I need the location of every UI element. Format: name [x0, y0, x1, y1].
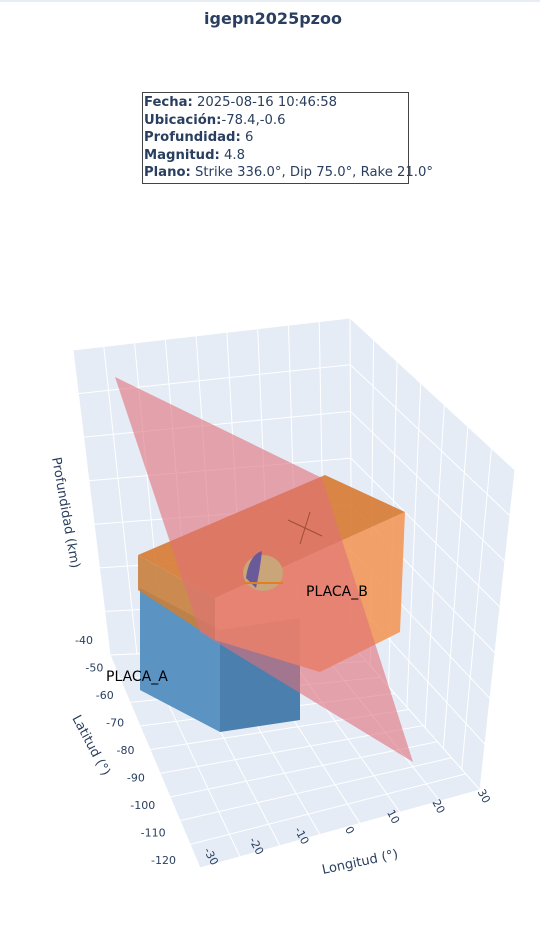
grid-line — [350, 411, 506, 562]
x-tick-label: 20 — [429, 797, 447, 815]
profundidad-row: Profundidad: 6 — [144, 130, 254, 145]
fecha-value: 2025-08-16 10:46:58 — [197, 95, 338, 110]
magnitud-row: Magnitud: 4.8 — [144, 147, 245, 163]
plano-value: Strike 336.0°, Dip 75.0°, Rake 21.0° — [195, 165, 433, 180]
y-tick-label: -80 — [117, 744, 135, 757]
x-axis-label: Longitud (°) — [321, 847, 400, 878]
z-axis-label: Profundidad (km) — [48, 456, 82, 569]
y-axis-ticks: -120 -110 -100 -90 -80 -70 -60 -50 -40 — [75, 634, 176, 867]
grid-line — [169, 741, 438, 798]
grid-line — [424, 404, 445, 728]
epicenter-marker — [287, 511, 323, 545]
magnitud-value: 4.8 — [223, 147, 245, 163]
grid-line — [349, 364, 511, 517]
grid-line — [103, 346, 138, 654]
top-divider — [0, 0, 540, 2]
grid-line — [83, 410, 351, 438]
y-tick-label: -70 — [106, 717, 124, 730]
y-tick-label: -100 — [130, 799, 155, 812]
grid-line — [461, 448, 492, 770]
y-tick-label: -50 — [85, 662, 103, 675]
grid-line — [442, 426, 469, 749]
grid-line — [189, 773, 466, 845]
ubicacion-value: -78.4,-0.6 — [221, 112, 286, 128]
ubicacion-row: Ubicación:-78.4,-0.6 — [144, 112, 286, 128]
y-tick-label: -120 — [151, 854, 176, 867]
plano-row: Plano: Strike 336.0°, Dip 75.0°, Rake 21… — [144, 165, 433, 180]
focal-mechanism — [243, 551, 283, 591]
y-tick-label: -40 — [75, 634, 93, 647]
y-tick-label: -60 — [96, 689, 114, 702]
y-tick-label: -90 — [127, 772, 145, 785]
chart-title: igepn2025pzoo — [204, 9, 342, 28]
event-info-box: Fecha: 2025-08-16 10:46:58 Ubicación:-78… — [142, 92, 433, 184]
y-tick-label: -110 — [141, 827, 166, 840]
fecha-row: Fecha: 2025-08-16 10:46:58 — [144, 95, 338, 110]
grid-line — [179, 757, 452, 822]
x-tick-label: 10 — [384, 808, 402, 826]
grid-line — [350, 457, 501, 608]
placa-b-label: PLACA_B — [306, 584, 368, 600]
placa-a-label: PLACA_A — [106, 669, 168, 685]
x-tick-label: 30 — [475, 787, 493, 805]
grid-line — [406, 383, 422, 708]
profundidad-value: 6 — [244, 130, 254, 145]
